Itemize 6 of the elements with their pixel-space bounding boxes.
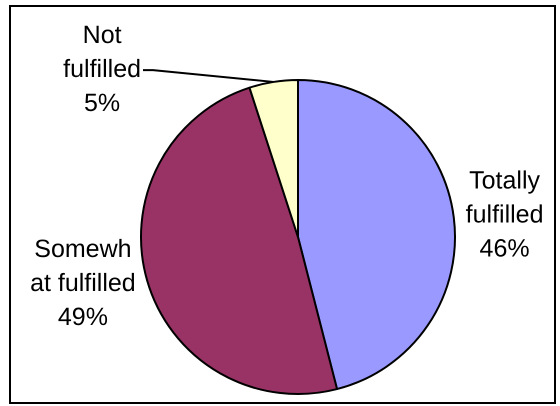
data-label: 49% bbox=[58, 303, 108, 332]
slice-label: Totally fulfilled bbox=[466, 166, 544, 229]
data-label: 46% bbox=[480, 234, 530, 263]
slice-label: Somewh at fulfilled bbox=[30, 235, 136, 298]
slice-label: Not fulfilled bbox=[63, 20, 142, 83]
data-label: 5% bbox=[84, 88, 120, 117]
